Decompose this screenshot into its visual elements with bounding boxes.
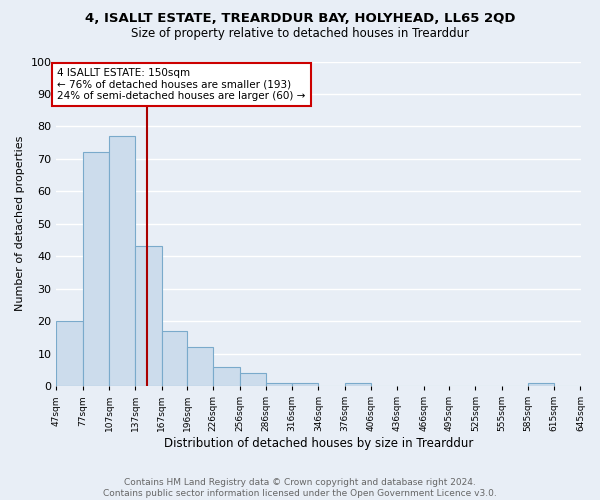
Y-axis label: Number of detached properties: Number of detached properties <box>15 136 25 312</box>
Bar <box>239 373 266 386</box>
Bar <box>266 383 292 386</box>
Bar <box>109 136 135 386</box>
Text: Contains HM Land Registry data © Crown copyright and database right 2024.
Contai: Contains HM Land Registry data © Crown c… <box>103 478 497 498</box>
X-axis label: Distribution of detached houses by size in Trearddur: Distribution of detached houses by size … <box>164 437 473 450</box>
Bar <box>161 331 187 386</box>
Bar <box>345 383 371 386</box>
Bar <box>292 383 319 386</box>
Bar <box>135 246 161 386</box>
Bar <box>83 152 109 386</box>
Bar <box>528 383 554 386</box>
Bar <box>213 366 239 386</box>
Bar <box>56 321 83 386</box>
Text: 4 ISALLT ESTATE: 150sqm
← 76% of detached houses are smaller (193)
24% of semi-d: 4 ISALLT ESTATE: 150sqm ← 76% of detache… <box>57 68 305 101</box>
Text: Size of property relative to detached houses in Trearddur: Size of property relative to detached ho… <box>131 28 469 40</box>
Text: 4, ISALLT ESTATE, TREARDDUR BAY, HOLYHEAD, LL65 2QD: 4, ISALLT ESTATE, TREARDDUR BAY, HOLYHEA… <box>85 12 515 26</box>
Bar <box>187 347 213 386</box>
